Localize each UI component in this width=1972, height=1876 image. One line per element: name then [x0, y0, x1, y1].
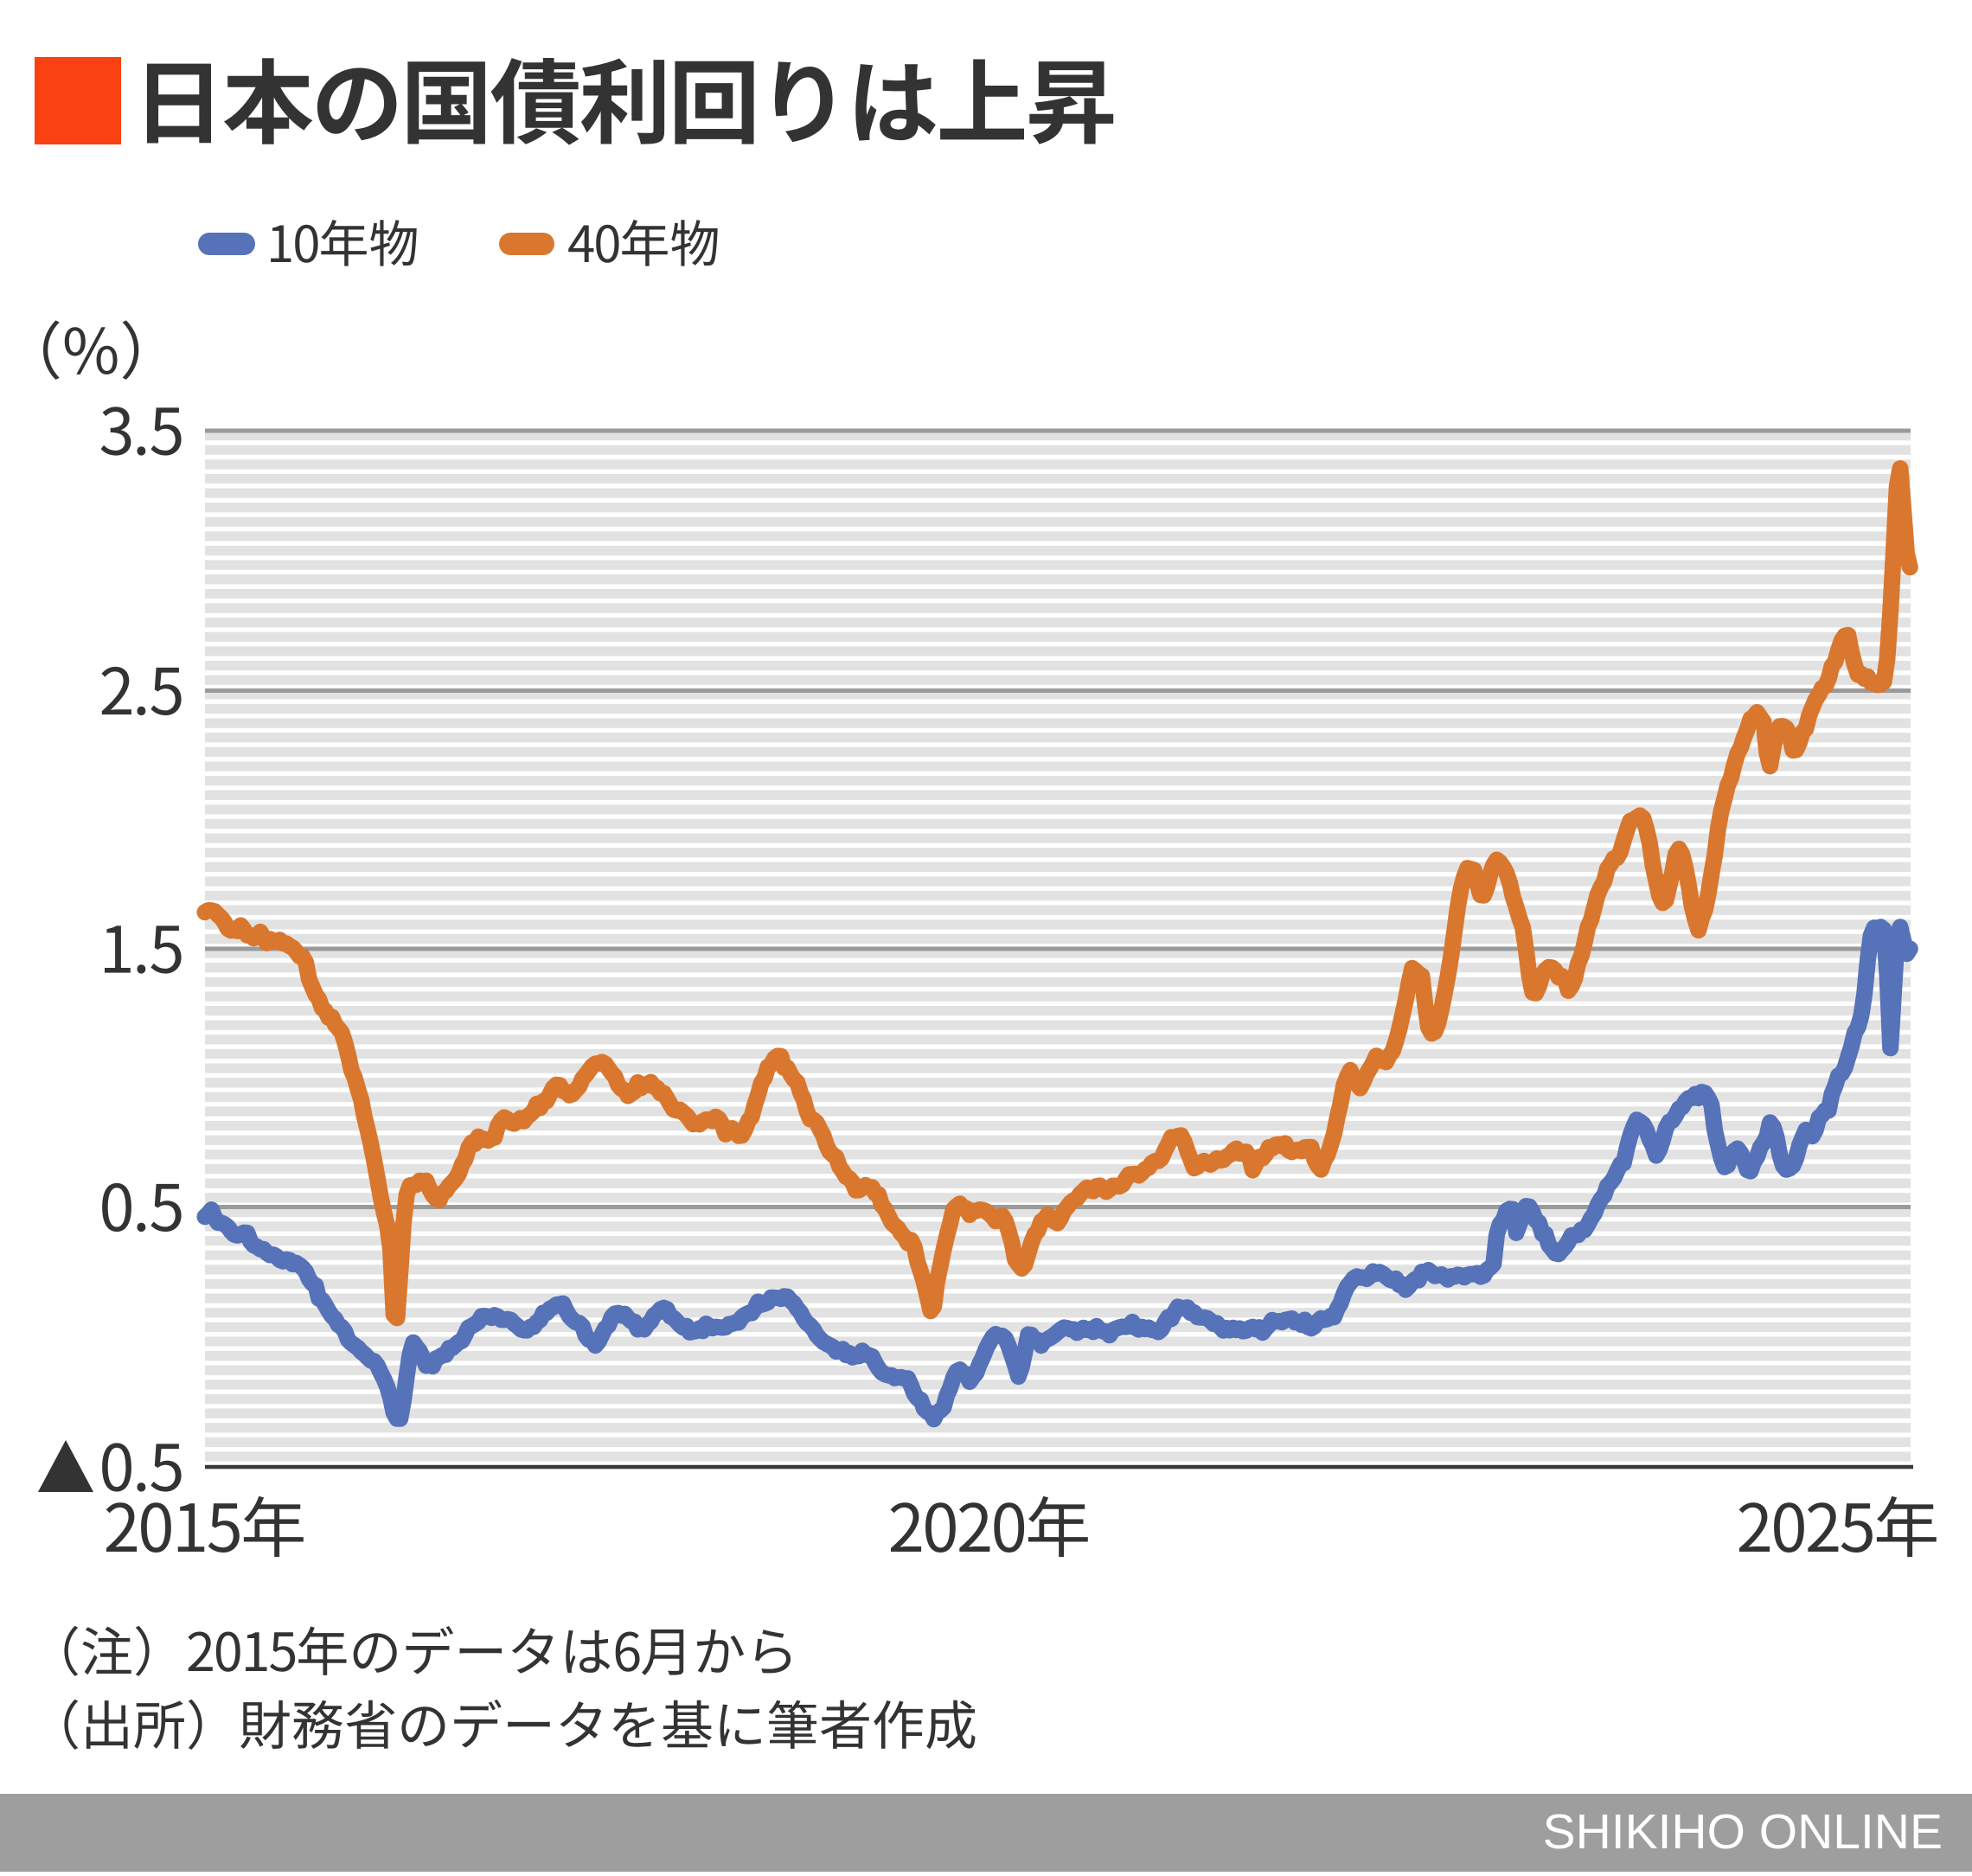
svg-text:SHIKIHO ONLINE: SHIKIHO ONLINE [1543, 1804, 1943, 1860]
